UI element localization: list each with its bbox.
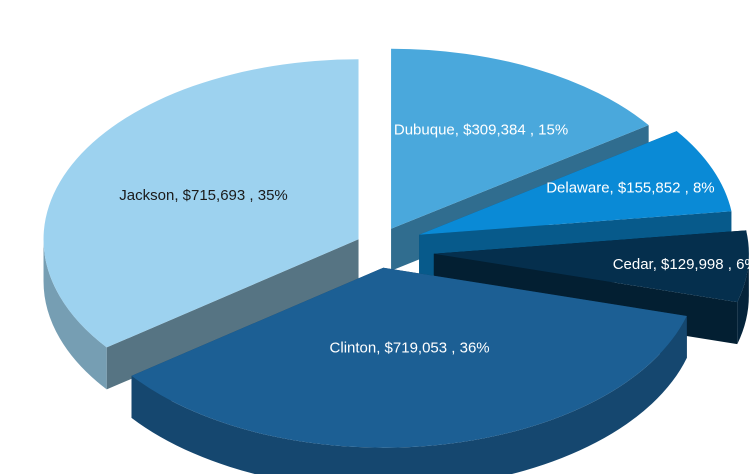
pie-slices (43, 48, 749, 474)
pie-slice-cedar-rim (737, 253, 749, 345)
slice-label-jackson: Jackson, $715,693 , 35% (119, 187, 287, 204)
pie-slice-clinton-rim (131, 315, 687, 474)
pie-slice-clinton (131, 267, 687, 474)
pie-slice-jackson-rim (43, 239, 107, 390)
slice-label-cedar: Cedar, $129,998 , 6% (613, 256, 749, 273)
pie-slice-jackson (43, 59, 359, 390)
pie-slice-jackson-top (43, 59, 359, 348)
pie-slice-jackson-wall (106, 239, 359, 390)
pie-slice-delaware-top (419, 131, 732, 235)
slice-label-clinton: Clinton, $719,053 , 36% (330, 339, 490, 356)
pie-slice-cedar-top (433, 230, 749, 303)
pie-slice-clinton-top (131, 267, 687, 448)
pie-labels: Dubuque, $309,384 , 15% Delaware, $155,85… (119, 122, 749, 357)
slice-label-dubuque: Dubuque, $309,384 , 15% (394, 122, 568, 139)
pie-slice-dubuque-top (391, 48, 649, 229)
slice-label-delaware: Delaware, $155,852 , 8% (546, 180, 714, 197)
